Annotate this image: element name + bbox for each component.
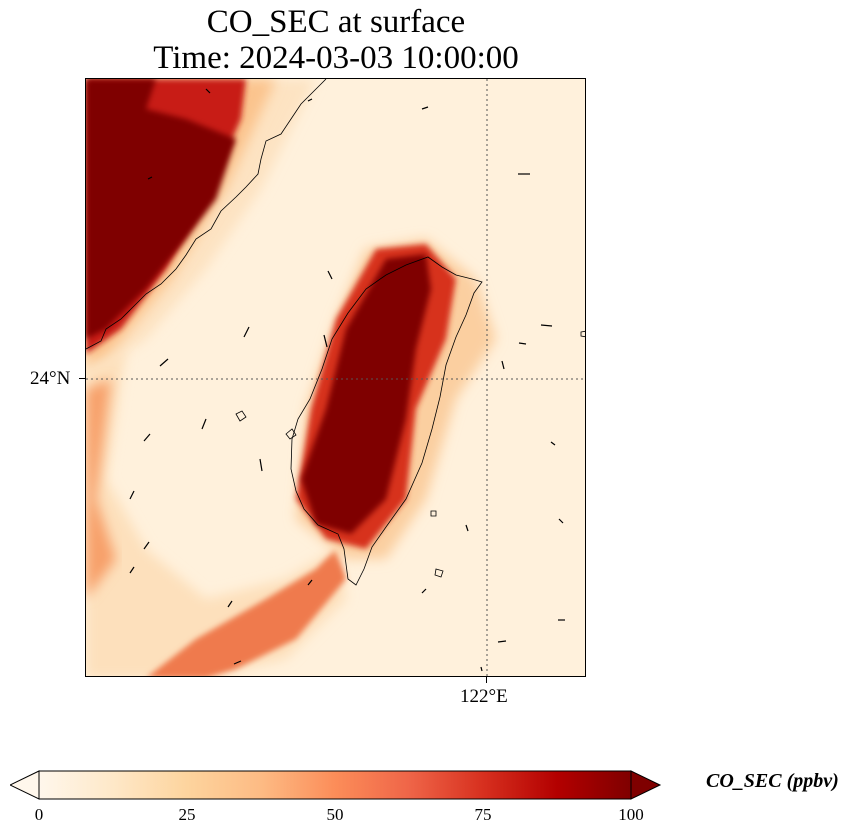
- map-panel: [85, 78, 586, 677]
- wind-arrow: [501, 360, 505, 370]
- wind-arrow: [205, 88, 211, 94]
- plume-region-island-max: [301, 254, 431, 534]
- coastlines: [86, 79, 585, 586]
- wind-arrow: [143, 433, 151, 442]
- colorbar-tick-0: 0: [34, 805, 44, 824]
- colorbar-gradient: [38, 770, 632, 800]
- map-canvas: [86, 79, 585, 676]
- colorbar-tick-75: 75: [474, 805, 492, 824]
- wind-arrow: [159, 358, 169, 367]
- wind-arrow: [480, 666, 483, 672]
- wind-arrow: [129, 566, 135, 574]
- wind-arrow: [540, 324, 553, 327]
- colorbar-tick-25: 25: [178, 805, 196, 824]
- wind-arrow: [227, 600, 233, 608]
- wind-vectors: [129, 88, 565, 672]
- wind-arrow: [147, 176, 153, 180]
- coastline-taiwan: [290, 256, 483, 586]
- plume-band-southwest-mid: [86, 379, 116, 599]
- coastline-islands: [235, 330, 585, 578]
- colorbar-tick-100: 100: [618, 805, 644, 824]
- wind-arrow: [233, 660, 242, 665]
- wind-arrow: [201, 418, 207, 430]
- colorbar-title: CO_SEC (ppbv): [706, 770, 839, 792]
- wind-arrow: [129, 490, 135, 500]
- concentration-field: [86, 79, 496, 676]
- coastline-mainland: [86, 79, 327, 350]
- wind-arrow: [421, 106, 429, 110]
- wind-arrow: [550, 441, 556, 446]
- lat-tick-label: 24°N: [30, 368, 71, 389]
- wind-arrow: [327, 270, 333, 280]
- lon-tick-label: 122°E: [460, 686, 508, 707]
- wind-arrow: [421, 588, 427, 594]
- wind-arrow: [259, 458, 263, 472]
- colorbar-extend-high: [630, 770, 662, 800]
- wind-arrow: [465, 524, 469, 532]
- colorbar: [10, 770, 662, 800]
- colorbar-tick-50: 50: [326, 805, 344, 824]
- wind-arrow: [497, 640, 507, 643]
- graticule: [86, 79, 585, 676]
- colorbar-extend-low: [10, 770, 40, 800]
- wind-arrow: [323, 334, 328, 348]
- plume-band-south: [148, 549, 346, 676]
- plume-region-nw-max: [86, 79, 236, 339]
- wind-arrow: [518, 342, 527, 345]
- map-title: CO_SEC at surface Time: 2024-03-03 10:00…: [86, 4, 586, 76]
- lon-tick-mark: [486, 677, 487, 683]
- lat-tick-mark: [79, 378, 85, 379]
- wind-arrow: [143, 541, 150, 550]
- wind-arrow: [243, 326, 250, 338]
- wind-arrow: [307, 98, 313, 102]
- map-title-line1: CO_SEC at surface: [206, 4, 466, 40]
- map-title-line2: Time: 2024-03-03 10:00:00: [153, 40, 519, 76]
- wind-arrow: [558, 518, 564, 524]
- wind-arrow: [307, 579, 313, 586]
